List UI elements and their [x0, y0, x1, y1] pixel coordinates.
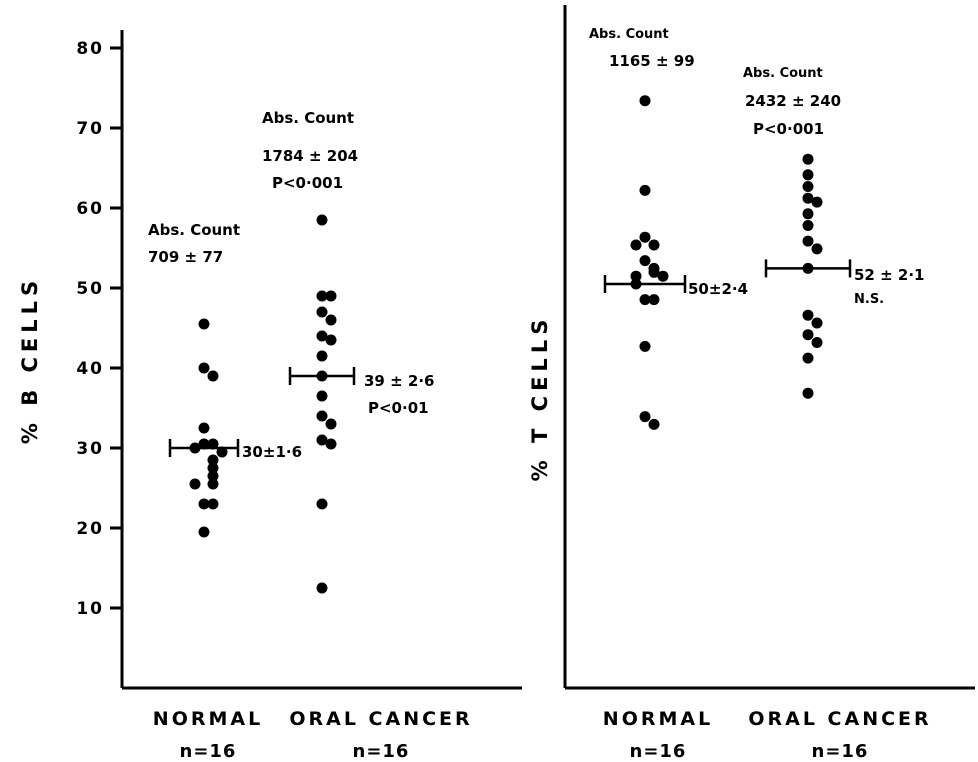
data-point: [207, 470, 219, 482]
abs-count-normal-left: 709 ± 77: [148, 248, 223, 266]
data-point: [811, 243, 823, 255]
data-point: [198, 362, 210, 374]
data-point: [630, 239, 642, 251]
data-point: [316, 214, 328, 226]
data-point: [639, 340, 651, 352]
data-point: [316, 434, 328, 446]
points-right: [603, 95, 852, 430]
data-point: [316, 390, 328, 402]
mean-label-normal-left: 30±1·6: [242, 443, 302, 461]
n-normal-left: n=16: [180, 741, 237, 762]
data-point: [802, 309, 814, 321]
y-ticks-left: 10 20 30 40 50 60 70 80: [76, 39, 122, 619]
y-tick-label: 10: [76, 599, 104, 619]
y-tick-label: 50: [76, 279, 104, 299]
y-tick-label: 30: [76, 439, 104, 459]
data-point: [802, 181, 814, 192]
data-point: [802, 208, 814, 220]
data-point: [648, 418, 660, 430]
data-point: [639, 95, 651, 107]
y-tick-label: 40: [76, 359, 104, 379]
data-point: [811, 196, 823, 208]
data-point: [802, 169, 814, 181]
data-point: [325, 438, 337, 450]
data-point: [325, 314, 337, 326]
p-value-cancer-left: P<0·001: [272, 174, 343, 192]
data-point: [648, 239, 660, 251]
data-point: [802, 329, 814, 341]
data-point: [639, 294, 651, 306]
y-tick-label: 20: [76, 519, 104, 539]
abs-count-title-normal-right: Abs. Count: [589, 27, 669, 42]
data-point: [802, 192, 814, 204]
data-point: [657, 270, 669, 282]
data-point: [316, 350, 328, 362]
data-point: [198, 422, 210, 434]
data-point: [802, 352, 814, 364]
y-tick-label: 80: [76, 39, 104, 59]
data-point: [207, 454, 219, 466]
data-point: [630, 270, 642, 282]
n-cancer-right: n=16: [812, 741, 869, 762]
x-category-normal-left: NORMAL: [153, 708, 263, 730]
y-label-left: % B CELLS: [18, 276, 42, 444]
data-point: [811, 317, 823, 329]
panel-t-cells: % T CELLS NORMAL ORAL CANCER n=16 n=16 A…: [528, 5, 975, 762]
data-point: [639, 231, 651, 243]
data-point: [802, 153, 814, 165]
data-point: [316, 330, 328, 342]
data-point: [198, 318, 210, 330]
y-tick-label: 60: [76, 199, 104, 219]
mean-p-cancer-right: N.S.: [854, 292, 884, 307]
data-point: [198, 498, 210, 510]
x-category-cancer-right: ORAL CANCER: [748, 708, 931, 730]
mean-label-normal-right: 50±2·4: [688, 280, 748, 298]
data-point: [802, 387, 814, 399]
data-point: [639, 411, 651, 423]
data-point: [639, 255, 651, 267]
data-point: [189, 478, 201, 490]
data-point: [325, 418, 337, 430]
abs-count-title-cancer-right: Abs. Count: [743, 66, 823, 81]
abs-count-cancer-left: 1784 ± 204: [262, 147, 358, 165]
mean-label-cancer-left: 39 ± 2·6: [364, 372, 434, 390]
abs-count-normal-right: 1165 ± 99: [609, 52, 695, 70]
points-left: [168, 214, 356, 594]
abs-count-cancer-right: 2432 ± 240: [745, 92, 841, 110]
mean-label-cancer-right: 52 ± 2·1: [854, 266, 924, 284]
data-point: [648, 266, 660, 278]
data-point: [325, 290, 337, 302]
abs-count-title-cancer-left: Abs. Count: [262, 109, 354, 127]
n-normal-right: n=16: [630, 741, 687, 762]
data-point: [802, 220, 814, 231]
mean-p-cancer-left: P<0·01: [368, 399, 429, 417]
data-point: [802, 235, 814, 247]
data-point: [316, 498, 328, 510]
y-label-right: % T CELLS: [528, 315, 552, 482]
data-point: [207, 498, 219, 510]
x-category-normal-right: NORMAL: [603, 708, 713, 730]
data-point: [198, 526, 210, 538]
n-cancer-left: n=16: [353, 741, 410, 762]
data-point: [316, 306, 328, 318]
abs-count-title-normal-left: Abs. Count: [148, 221, 240, 239]
data-point: [325, 334, 337, 346]
data-point: [207, 478, 219, 490]
data-point: [316, 290, 328, 302]
y-tick-label: 70: [76, 119, 104, 139]
data-point: [316, 582, 328, 594]
panel-b-cells: 10 20 30 40 50 60 70 80 % B CELLS NORMAL ORAL C…: [18, 30, 522, 762]
data-point: [316, 410, 328, 422]
x-category-cancer-left: ORAL CANCER: [289, 708, 472, 730]
p-value-cancer-right: P<0·001: [753, 120, 824, 138]
data-point: [207, 370, 219, 382]
data-point: [639, 184, 651, 196]
data-point: [648, 294, 660, 306]
data-point: [811, 337, 823, 348]
data-point: [207, 462, 219, 474]
